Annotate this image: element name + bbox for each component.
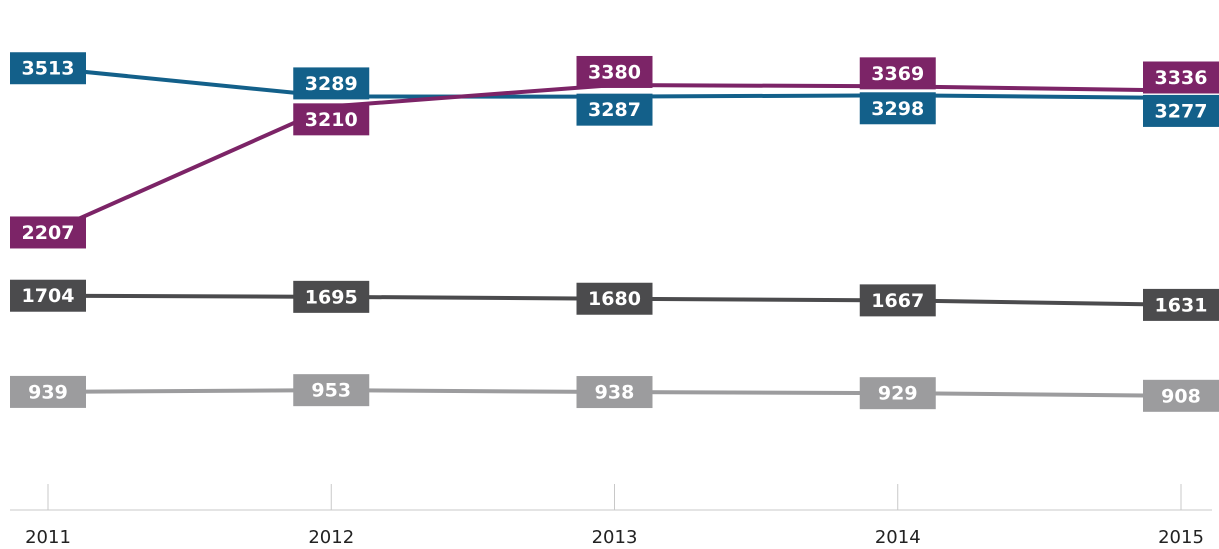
- value-label: 929: [878, 383, 918, 405]
- x-tick-label: 2011: [25, 527, 71, 548]
- value-label-box: [1143, 61, 1219, 94]
- value-label: 953: [311, 380, 351, 402]
- value-label-box: [576, 282, 653, 315]
- value-label: 3380: [588, 61, 641, 83]
- value-label-box: [576, 93, 653, 126]
- value-label: 3298: [871, 98, 924, 120]
- value-label: 1631: [1155, 294, 1208, 316]
- value-label-box: [859, 377, 936, 410]
- value-label: 3336: [1155, 67, 1208, 89]
- value-label-box: [10, 52, 86, 85]
- value-label-box: [859, 92, 936, 125]
- value-label: 3513: [22, 58, 75, 80]
- value-label: 1667: [871, 290, 924, 312]
- value-label-box: [10, 216, 86, 249]
- value-label-box: [293, 280, 370, 313]
- value-label-box: [293, 67, 370, 100]
- value-label: 3369: [871, 63, 924, 85]
- value-label: 3277: [1155, 100, 1208, 122]
- value-label: 938: [595, 382, 635, 404]
- x-tick-label: 2015: [1158, 527, 1204, 548]
- value-label: 1704: [22, 285, 75, 307]
- value-label: 3289: [305, 73, 358, 95]
- value-label-box: [10, 375, 86, 408]
- value-label: 3287: [588, 99, 641, 121]
- value-label: 908: [1161, 385, 1201, 407]
- value-label-box: [10, 279, 86, 312]
- value-label-box: [576, 376, 653, 409]
- value-label: 2207: [22, 222, 75, 244]
- value-label-box: [576, 55, 653, 88]
- value-label: 1680: [588, 288, 641, 310]
- x-tick-label: 2014: [875, 527, 921, 548]
- value-label-box: [859, 284, 936, 317]
- value-label-box: [293, 374, 370, 407]
- value-label: 3210: [305, 109, 358, 131]
- value-label: 939: [28, 381, 68, 403]
- value-label: 1695: [305, 286, 358, 308]
- x-tick-label: 2012: [308, 527, 354, 548]
- value-label-box: [1143, 94, 1219, 127]
- value-label-box: [293, 103, 370, 136]
- value-label-box: [1143, 379, 1219, 412]
- x-tick-label: 2013: [592, 527, 638, 548]
- value-label-box: [1143, 288, 1219, 321]
- value-label-box: [859, 57, 936, 90]
